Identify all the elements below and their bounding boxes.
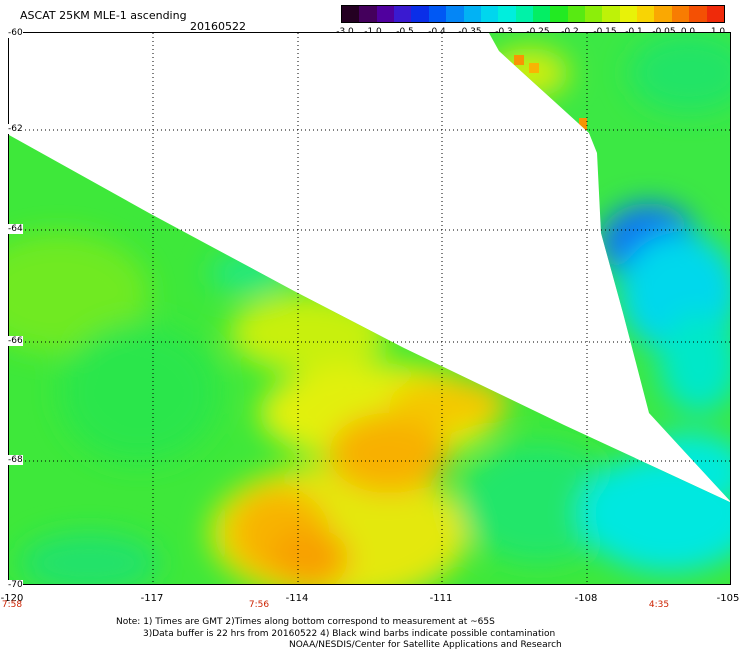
colorbar-segment xyxy=(480,6,499,22)
colorbar-segment xyxy=(463,6,481,22)
color-scale-bar xyxy=(341,5,725,23)
lon-label: -105 xyxy=(716,593,740,604)
colorbar-segment xyxy=(689,6,707,22)
colorbar-segment xyxy=(585,6,603,22)
colorbar-segment xyxy=(428,6,447,22)
colorbar-segment xyxy=(602,6,620,22)
colorbar-segment xyxy=(411,6,429,22)
note-line-3: NOAA/NESDIS/Center for Satellite Applica… xyxy=(289,640,562,650)
lat-label: -64 xyxy=(8,224,23,234)
lon-label: -114 xyxy=(285,593,309,604)
colorbar-segment xyxy=(394,6,412,22)
time-label: 7:58 xyxy=(1,600,23,610)
time-label: 7:56 xyxy=(248,600,270,610)
lon-label: -108 xyxy=(574,593,598,604)
colorbar-segment xyxy=(567,6,586,22)
map-date: 20160522 xyxy=(190,20,246,33)
colorbar-segment xyxy=(532,6,551,22)
lat-label: -62 xyxy=(8,124,23,134)
colorbar-segment xyxy=(619,6,638,22)
lon-label: -120 xyxy=(0,593,24,604)
colorbar-segment xyxy=(706,6,724,22)
lon-label: -111 xyxy=(429,593,453,604)
lat-label: -70 xyxy=(8,580,23,590)
colorbar-segment xyxy=(637,6,655,22)
colorbar-segment xyxy=(342,6,360,22)
colorbar-segment xyxy=(654,6,672,22)
map-svg xyxy=(9,33,730,584)
time-label: 4:35 xyxy=(648,600,670,610)
lat-label: -68 xyxy=(8,455,23,465)
lat-label: -60 xyxy=(8,28,23,38)
graticule xyxy=(9,33,730,584)
colorbar-segment xyxy=(550,6,568,22)
colorbar-segment xyxy=(359,6,377,22)
colorbar-segment xyxy=(446,6,464,22)
note-line-2: 3)Data buffer is 22 hrs from 20160522 4)… xyxy=(143,629,556,639)
note-line-1: Note: 1) Times are GMT 2)Times along bot… xyxy=(116,617,495,627)
colorbar-segment xyxy=(498,6,516,22)
colorbar-segment xyxy=(376,6,395,22)
colorbar-segment xyxy=(671,6,690,22)
map-title: ASCAT 25KM MLE-1 ascending xyxy=(20,9,187,22)
map-panel xyxy=(8,32,731,585)
lon-label: -117 xyxy=(140,593,164,604)
lat-label: -66 xyxy=(8,336,23,346)
colorbar-segment xyxy=(515,6,533,22)
